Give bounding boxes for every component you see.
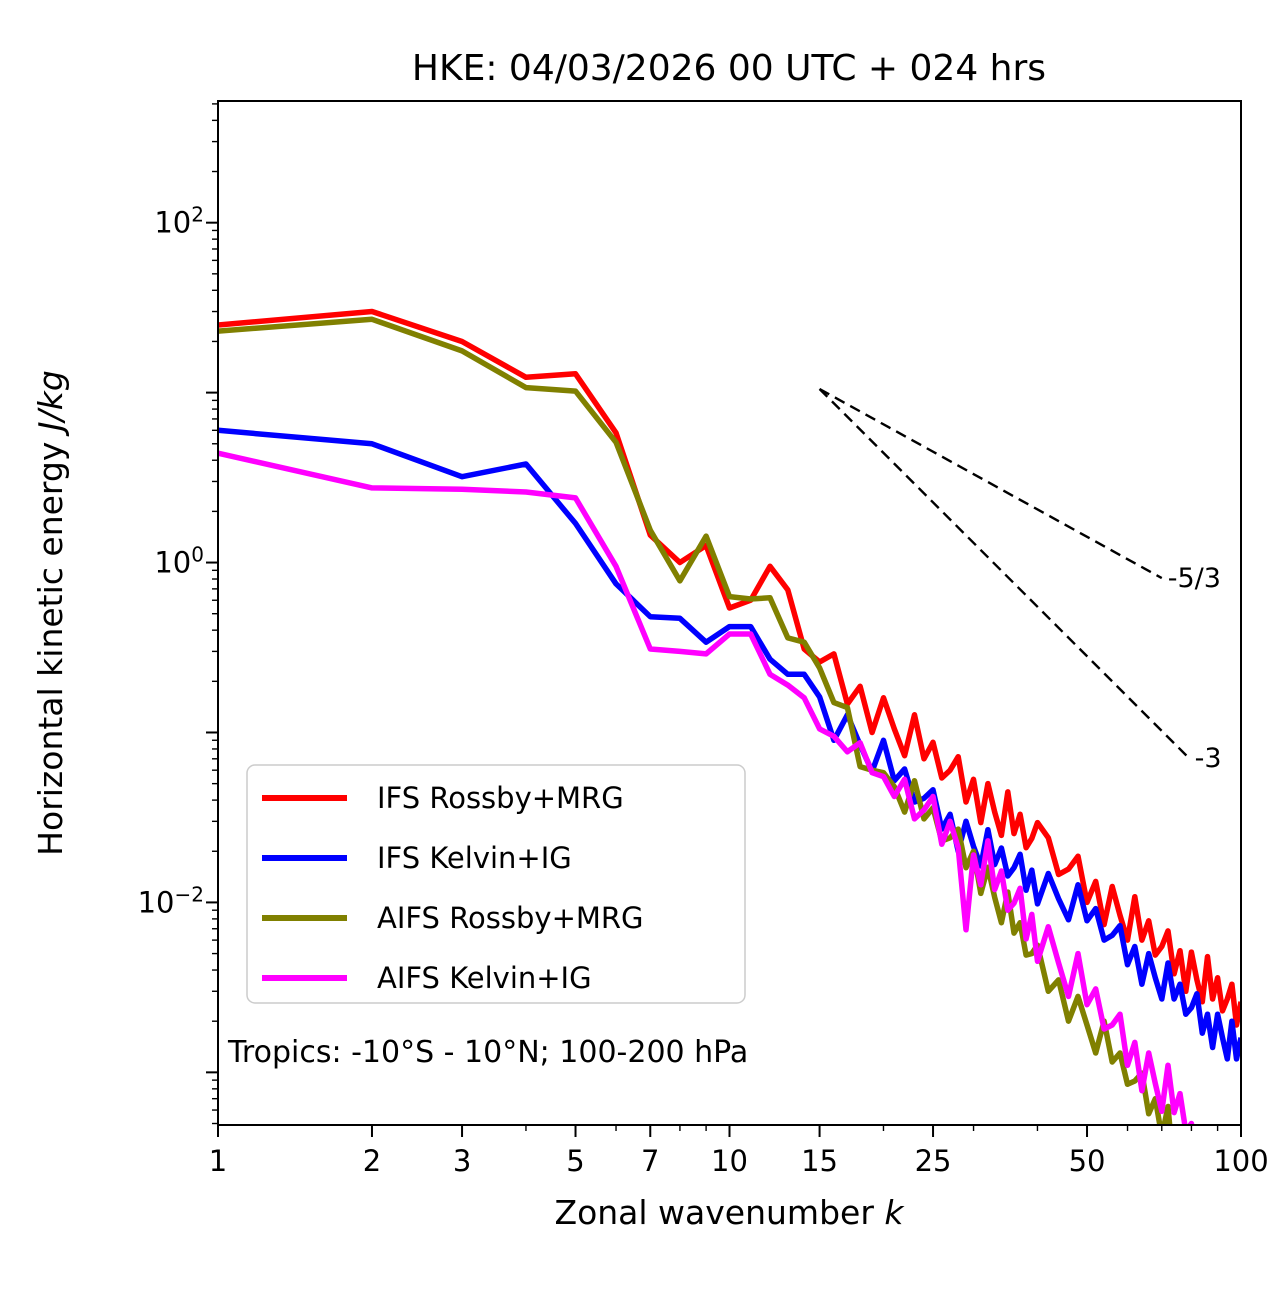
x-tick-label: 50: [1069, 1144, 1106, 1178]
x-axis-label: Zonal wavenumber k: [554, 1193, 905, 1232]
y-tick-label: 102: [154, 203, 204, 240]
legend-box: [246, 764, 746, 1004]
legend-item-label: IFS Kelvin+IG: [377, 841, 572, 875]
series-line-ifs-kelvin-ig: [218, 427, 1241, 1062]
spectra-series: [218, 308, 1241, 1125]
y-axis-label: Horizontal kinetic energy J/kg: [31, 370, 70, 856]
legend: IFS Rossby+MRG IFS Kelvin+IG AIFS Rossby+M…: [246, 764, 746, 1004]
axis-ticks: 1 2 3 5 7 10 15 25 50 100 102 100 10−2: [138, 103, 1269, 1178]
x-tick-label: 5: [566, 1144, 584, 1178]
y-tick-label: 10−2: [138, 882, 204, 919]
x-tick-label: 10: [711, 1144, 748, 1178]
chart-title: HKE: 04/03/2026 00 UTC + 024 hrs: [412, 48, 1046, 89]
legend-item-label: AIFS Kelvin+IG: [377, 961, 592, 995]
x-tick-label: 1: [209, 1144, 227, 1178]
series-line-aifs-rossby-mrg: [218, 316, 1173, 1125]
y-tick-label: 100: [154, 543, 204, 580]
legend-item-label: AIFS Rossby+MRG: [377, 901, 644, 935]
series-line-aifs-kelvin-ig: [218, 450, 1195, 1125]
x-tick-label: 25: [915, 1144, 952, 1178]
x-tick-label: 7: [641, 1144, 659, 1178]
x-tick-label: 2: [363, 1144, 381, 1178]
slope-reference-line: [818, 387, 1163, 580]
slope-label: -5/3: [1168, 563, 1221, 594]
x-tick-label: 3: [453, 1144, 471, 1178]
x-tick-label: 15: [801, 1144, 838, 1178]
plot-frame: [217, 100, 1242, 1126]
legend-item-label: IFS Rossby+MRG: [377, 781, 624, 815]
x-tick-label: 100: [1213, 1144, 1268, 1178]
reference-slope-lines: -5/3 -3: [818, 387, 1222, 774]
series-line-ifs-rossby-mrg: [218, 308, 1241, 1028]
slope-label: -3: [1195, 743, 1222, 774]
region-annotation: Tropics: -10°S - 10°N; 100-200 hPa: [227, 1035, 748, 1070]
